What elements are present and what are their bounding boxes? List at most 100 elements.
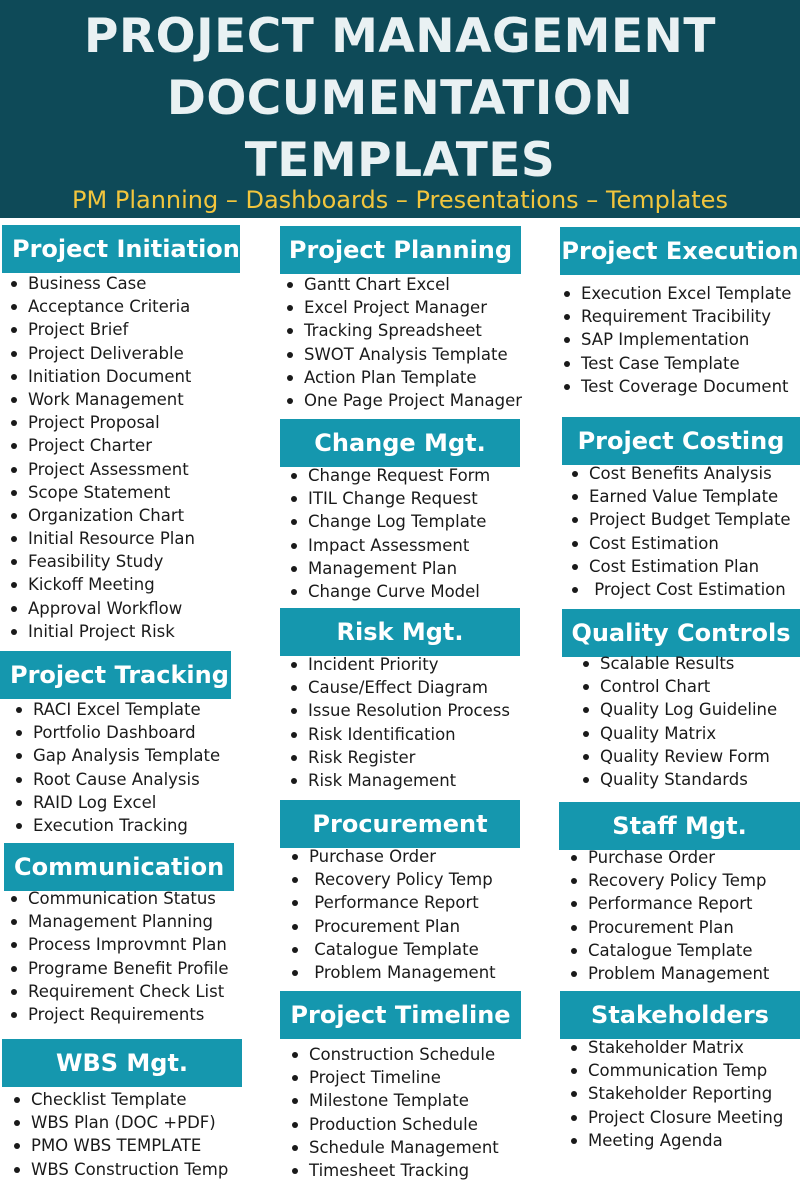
list-item: Gap Analysis Template [13,744,220,767]
list-item: Incident Priority [288,653,510,676]
list-item: Problem Management [568,962,769,985]
list-item: Quality Standards [580,768,777,791]
list-item: Risk Identification [288,723,510,746]
list-item: Recovery Policy Temp [289,868,496,891]
list-item: Stakeholder Reporting [568,1082,783,1105]
list-project-costing: Cost Benefits Analysis Earned Value Templ… [569,462,791,601]
list-item: WBS Construction Temp [11,1158,228,1181]
section-title-staff-mgt: Staff Mgt. [559,802,800,850]
list-item: Project Proposal [8,411,195,434]
list-item: Project Closure Meeting [568,1106,783,1129]
section-title-project-initiation: Project Initiation [2,225,240,273]
list-item: Change Curve Model [288,580,490,603]
list-item: Procurement Plan [289,915,496,938]
list-item: Execution Excel Template [561,282,791,305]
list-item: Recovery Policy Temp [568,869,769,892]
list-item: ITIL Change Request [288,487,490,510]
section-title-procurement: Procurement [280,800,520,848]
list-item: WBS Plan (DOC +PDF) [11,1111,228,1134]
list-item: SWOT Analysis Template [284,343,522,366]
section-title-stakeholders: Stakeholders [560,991,800,1039]
list-item: Organization Chart [8,504,195,527]
list-item: Cause/Effect Diagram [288,676,510,699]
list-item: Schedule Management [289,1136,499,1159]
list-item: Test Case Template [561,352,791,375]
list-procurement: Purchase Order Recovery Policy Temp Perf… [289,845,496,984]
list-item: Meeting Agenda [568,1129,783,1152]
list-risk-mgt: Incident Priority Cause/Effect Diagram Iss… [288,653,510,792]
list-item: Cost Estimation [569,532,791,555]
list-item: Cost Benefits Analysis [569,462,791,485]
title-line-3: TEMPLATES [244,133,556,188]
list-item: RAID Log Excel [13,791,220,814]
list-item: Quality Matrix [580,722,777,745]
list-item: Purchase Order [568,846,769,869]
list-project-planning: Gantt Chart Excel Excel Project Manager Tr… [284,273,522,412]
list-item: Process Improvmnt Plan [8,933,229,956]
list-item: Requirement Tracibility [561,305,791,328]
list-item: Milestone Template [289,1089,499,1112]
list-item: Requirement Check List [8,980,229,1003]
list-item: Gantt Chart Excel [284,273,522,296]
section-title-risk-mgt: Risk Mgt. [280,608,520,656]
list-item: Quality Log Guideline [580,698,777,721]
list-item: Performance Report [568,892,769,915]
list-item: Project Charter [8,434,195,457]
list-item: Initial Project Risk [8,620,195,643]
list-project-execution: Execution Excel Template Requirement Trac… [561,282,791,398]
list-item: Initial Resource Plan [8,527,195,550]
title-line-1: PROJECT MANAGEMENT [84,9,716,64]
list-item: Project Deliverable [8,342,195,365]
list-item: Impact Assessment [288,534,490,557]
list-item: RACI Excel Template [13,698,220,721]
list-item: Action Plan Template [284,366,522,389]
list-item: Cost Estimation Plan [569,555,791,578]
list-project-timeline: Construction Schedule Project Timeline Mil… [289,1043,499,1182]
list-item: Communication Status [8,887,229,910]
list-item: Risk Register [288,746,510,769]
list-item: Project Cost Estimation [569,578,791,601]
list-item: Scope Statement [8,481,195,504]
list-item: Catalogue Template [568,939,769,962]
list-item: Risk Management [288,769,510,792]
list-item: Construction Schedule [289,1043,499,1066]
list-item: Stakeholder Matrix [568,1036,783,1059]
list-item: Problem Management [289,961,496,984]
list-item: Project Budget Template [569,508,791,531]
list-item: Issue Resolution Process [288,699,510,722]
section-title-project-tracking: Project Tracking [0,651,231,699]
list-item: Performance Report [289,891,496,914]
list-item: Work Management [8,388,195,411]
list-quality-controls: Scalable Results Control Chart Quality Log… [580,652,777,791]
list-item: Tracking Spreadsheet [284,319,522,342]
list-item: Quality Review Form [580,745,777,768]
list-item: Excel Project Manager [284,296,522,319]
list-item: Catalogue Template [289,938,496,961]
list-item: Change Request Form [288,464,490,487]
list-project-tracking: RACI Excel Template Portfolio Dashboard Ga… [13,698,220,837]
list-item: Management Planning [8,910,229,933]
list-item: Acceptance Criteria [8,295,195,318]
list-change-mgt: Change Request Form ITIL Change Request Ch… [288,464,490,603]
list-item: Test Coverage Document [561,375,791,398]
list-item: Project Requirements [8,1003,229,1026]
list-item: Kickoff Meeting [8,573,195,596]
page-title: PROJECT MANAGEMENT DOCUMENTATION TEMPLAT… [0,6,800,192]
section-title-project-execution: Project Execution [560,227,800,275]
section-title-project-planning: Project Planning [280,226,521,274]
list-item: Project Assessment [8,458,195,481]
list-stakeholders: Stakeholder Matrix Communication Temp Stak… [568,1036,783,1152]
list-item: PMO WBS TEMPLATE [11,1134,228,1157]
list-item: Communication Temp [568,1059,783,1082]
section-title-project-timeline: Project Timeline [280,991,521,1039]
list-item: Business Case [8,272,195,295]
list-item: Production Schedule [289,1113,499,1136]
list-item: Programe Benefit Profile [8,957,229,980]
section-title-project-costing: Project Costing [562,417,800,465]
list-project-initiation: Business Case Acceptance Criteria Project … [8,272,195,643]
list-item: Purchase Order [289,845,496,868]
list-item: Root Cause Analysis [13,768,220,791]
title-line-2: DOCUMENTATION [166,71,634,126]
list-item: SAP Implementation [561,328,791,351]
list-item: Change Log Template [288,510,490,533]
